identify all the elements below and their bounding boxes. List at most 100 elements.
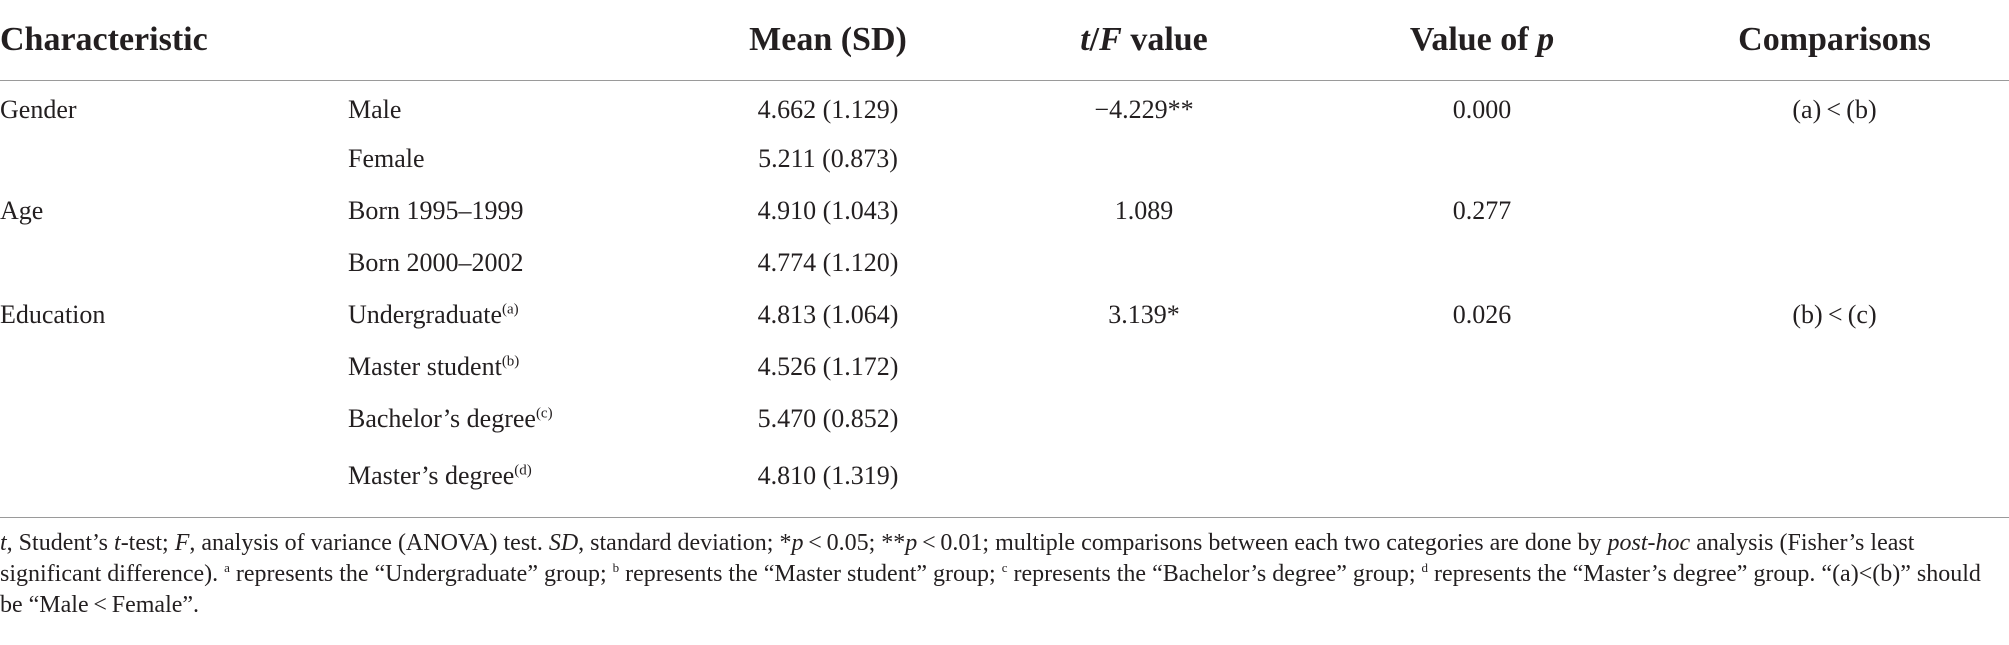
fn-p1-definition: < 0.05; ** [803,530,906,556]
group-label: Female [348,144,425,173]
cell-characteristic: Education [0,300,106,329]
group-label: Master student [348,352,502,381]
cell-tf-value [984,133,1304,185]
cell-comparisons [1660,393,2009,445]
cell-mean-sd: 4.774 (1.120) [757,248,899,277]
cell-comparisons: (a) < (b) [1792,95,1877,124]
table-bottom-rule [0,517,2009,518]
header-value-word: value [1121,21,1208,58]
group-superscript: (a) [502,301,519,318]
cell-p-value [1304,341,1660,393]
cell-mean-sd: 5.470 (0.852) [757,404,899,433]
cell-group: Born 2000–2002 [348,237,672,289]
table-row: Born 2000–2002 4.774 (1.120) [0,237,2009,289]
cell-mean-sd: 4.813 (1.064) [757,300,899,329]
cell-comparisons [1660,341,2009,393]
cell-tf-value [984,393,1304,445]
cell-group: Master student(b) [348,341,672,393]
cell-group: Female [348,133,672,185]
table-header: Characteristic Mean (SD) t/F value Value… [0,0,2009,81]
group-label: Born 1995–1999 [348,196,524,225]
header-p-value: Value of p [1304,0,1660,81]
group-superscript: (d) [514,462,532,479]
group-label: Undergraduate [348,300,503,329]
table-row: Bachelor’s degree(c) 5.470 (0.852) [0,393,2009,445]
cell-mean-sd: 4.526 (1.172) [757,352,899,381]
fn-t-definition: , Student’s [6,530,115,556]
group-superscript: (c) [535,405,553,422]
cell-tf-value [984,237,1304,289]
cell-comparisons: (b) < (c) [1792,300,1877,329]
cell-group: Bachelor’s degree(c) [348,393,672,445]
fn-sup-b: b [612,560,620,575]
fn-sup-a: a [224,560,230,575]
header-p-symbol: p [1537,21,1555,58]
cell-p-value [1304,133,1660,185]
fn-t-test-definition: -test; [120,530,175,556]
header-p-prefix: Value of [1409,21,1538,58]
cell-comparisons [1660,237,2009,289]
cell-characteristic [0,133,348,185]
fn-c-definition: represents the “Bachelor’s degree” group… [1007,561,1422,587]
header-tf-value: t/F value [984,0,1304,81]
table-row: Female 5.211 (0.873) [0,133,2009,185]
group-label: Born 2000–2002 [348,248,524,277]
cell-tf-value [984,445,1304,507]
header-t-symbol: t [1080,21,1090,58]
cell-comparisons [1660,445,2009,507]
cell-p-value: 0.026 [1452,300,1512,329]
cell-group: Master’s degree(d) [348,445,672,507]
cell-characteristic [0,445,348,507]
cell-tf-value: 3.139* [1108,300,1180,329]
group-label: Master’s degree [348,461,515,490]
cell-group: Undergraduate(a) [348,289,672,341]
cell-p-value [1304,393,1660,445]
cell-p-value: 0.000 [1452,95,1512,124]
cell-tf-value: −4.229** [1094,95,1194,124]
fn-t-symbol: t [0,530,7,556]
fn-a-definition: represents the “Undergraduate” group; [229,561,613,587]
table-row: Master’s degree(d) 4.810 (1.319) [0,445,2009,507]
cell-characteristic: Age [0,196,44,225]
fn-sup-d: d [1421,560,1429,575]
header-f-symbol: F [1099,21,1122,58]
table-body: Gender Male 4.662 (1.129) −4.229** 0.000… [0,81,2009,508]
group-superscript: (b) [501,353,520,370]
table-footnote: t, Student’s t-test; F, analysis of vari… [0,528,1990,621]
fn-p2-definition: < 0.01; multiple comparisons between eac… [917,530,1608,556]
fn-f-definition: , analysis of variance (ANOVA) test. [189,530,549,556]
cell-comparisons [1660,133,2009,185]
fn-p1-symbol: p [791,530,804,556]
cell-characteristic [0,237,348,289]
cell-mean-sd: 4.810 (1.319) [757,461,899,490]
fn-sd-symbol: SD [548,530,579,556]
table-row: Master student(b) 4.526 (1.172) [0,341,2009,393]
cell-group: Male [348,81,672,134]
fn-sd-definition: , standard deviation; * [578,530,792,556]
cell-mean-sd: 4.662 (1.129) [757,95,899,124]
cell-characteristic: Gender [0,95,77,124]
table-row: Gender Male 4.662 (1.129) −4.229** 0.000… [0,81,2009,134]
fn-f-symbol: F [174,530,190,556]
cell-p-value [1304,445,1660,507]
cell-mean-sd: 4.910 (1.043) [757,196,899,225]
fn-posthoc: post-hoc [1607,530,1691,556]
header-mean-sd: Mean (SD) [672,0,984,81]
cell-tf-value: 1.089 [1114,196,1174,225]
cell-mean-sd: 5.211 (0.873) [758,144,898,173]
cell-group: Born 1995–1999 [348,185,672,237]
fn-b-definition: represents the “Master student” group; [619,561,1002,587]
table-row: Education Undergraduate(a) 4.813 (1.064)… [0,289,2009,341]
cell-p-value [1304,237,1660,289]
cell-p-value: 0.277 [1452,196,1512,225]
fn-d-definition: represents the “Master’s degree” group. … [0,561,1981,618]
cell-characteristic [0,393,348,445]
cell-comparisons [1660,185,2009,237]
header-characteristic: Characteristic [0,0,672,81]
header-slash: / [1089,21,1100,58]
cell-tf-value [984,341,1304,393]
fn-sup-c: c [1001,560,1008,575]
group-label: Bachelor’s degree [348,404,536,433]
table-row: Age Born 1995–1999 4.910 (1.043) 1.089 0… [0,185,2009,237]
